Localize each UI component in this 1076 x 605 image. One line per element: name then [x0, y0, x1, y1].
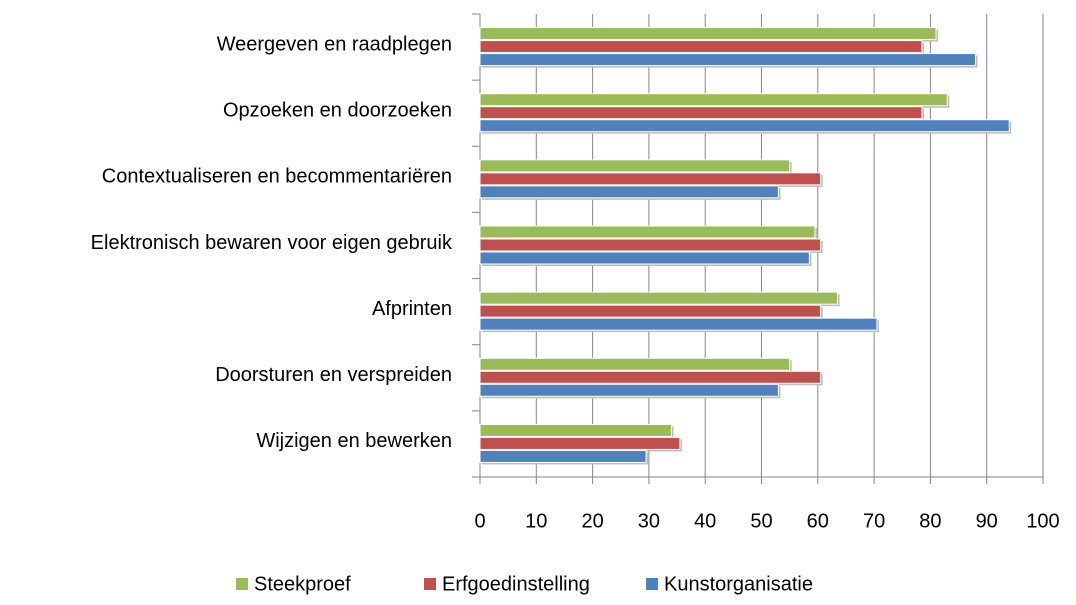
bar: [479, 93, 948, 107]
bar: [479, 225, 816, 239]
bar: [479, 106, 923, 120]
x-tick-label: 80: [919, 510, 941, 532]
bar: [479, 119, 1010, 133]
x-tick-label: 40: [694, 510, 716, 532]
bar: [479, 383, 779, 397]
x-tick-label: 70: [863, 510, 885, 532]
y-tick-label: Wijzigen en bewerken: [256, 430, 452, 452]
legend-label: Erfgoedinstelling: [442, 573, 590, 595]
bar: [479, 159, 791, 173]
y-tick-label: Doorsturen en verspreiden: [215, 364, 452, 386]
bar: [479, 317, 878, 331]
bar: [479, 172, 822, 186]
x-tick-label: 0: [474, 510, 485, 532]
bar: [479, 40, 923, 54]
bar: [479, 304, 822, 318]
y-tick-label: Weergeven en raadplegen: [217, 33, 452, 55]
bar: [479, 370, 822, 384]
y-tick-label: Contextualiseren en becommentariëren: [102, 166, 452, 188]
legend-label: Steekproef: [254, 573, 351, 595]
legend-swatch: [646, 578, 658, 590]
legend-swatch: [424, 578, 436, 590]
legend-swatch: [236, 578, 248, 590]
bar: [479, 357, 791, 371]
legend-label: Kunstorganisatie: [664, 573, 813, 595]
x-tick-label: 20: [581, 510, 603, 532]
bar: [479, 185, 779, 199]
x-tick-label: 60: [807, 510, 829, 532]
x-tick-label: 90: [976, 510, 998, 532]
y-tick-label: Afprinten: [372, 298, 452, 320]
bar: [479, 27, 937, 41]
bar: [479, 53, 976, 67]
y-tick-label: Opzoeken en doorzoeken: [223, 99, 452, 121]
bar: [479, 436, 681, 450]
bar: [479, 238, 822, 252]
x-tick-label: 10: [525, 510, 547, 532]
bar: [479, 251, 810, 265]
bar: [479, 291, 839, 305]
bar: [479, 449, 647, 463]
x-tick-label: 100: [1026, 510, 1059, 532]
x-tick-label: 50: [750, 510, 772, 532]
x-tick-label: 30: [638, 510, 660, 532]
bar: [479, 423, 672, 437]
y-tick-label: Elektronisch bewaren voor eigen gebruik: [91, 232, 453, 254]
